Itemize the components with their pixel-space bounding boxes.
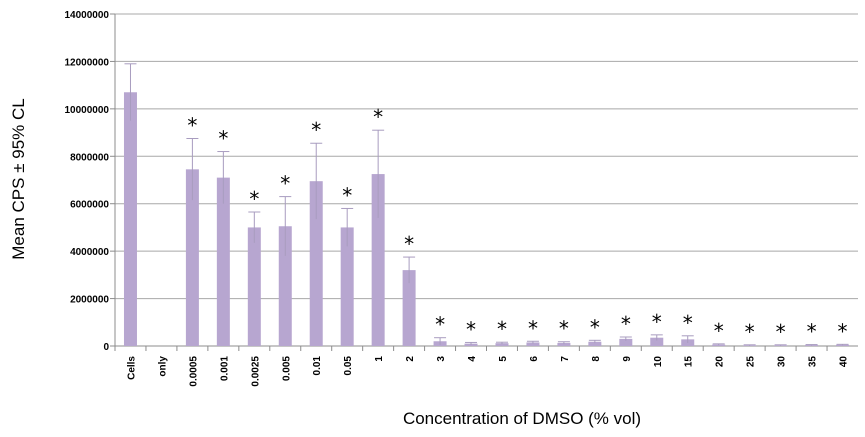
x-tick-label: 35	[808, 356, 819, 368]
x-tick-label: 15	[684, 356, 695, 368]
significance-star: *	[683, 311, 693, 335]
bar	[371, 174, 385, 346]
bar	[185, 169, 199, 346]
bar	[557, 342, 571, 346]
y-axis-label: Mean CPS ± 95% CL	[9, 98, 28, 259]
significance-star: *	[590, 315, 600, 339]
x-tick-label: 20	[715, 356, 726, 368]
x-tick-label: 0.001	[219, 356, 230, 381]
significance-star: *	[652, 310, 662, 334]
x-tick-label: 25	[746, 356, 757, 368]
significance-star: *	[776, 320, 786, 344]
significance-star: *	[280, 172, 290, 196]
bar	[836, 344, 850, 346]
x-tick-label: 30	[777, 356, 788, 368]
y-tick-label: 2000000	[70, 295, 109, 306]
significance-star: *	[342, 183, 352, 207]
y-tick-label: 6000000	[70, 200, 109, 211]
x-tick-label: 5	[498, 356, 509, 362]
x-tick-label: 7	[560, 356, 571, 362]
y-tick-label: 8000000	[70, 152, 109, 163]
bar	[216, 177, 230, 346]
bar	[619, 338, 633, 346]
bar	[309, 181, 323, 346]
x-tick-label: 3	[436, 356, 447, 362]
bar	[402, 270, 416, 346]
significance-star: *	[187, 114, 197, 138]
bar	[650, 337, 664, 346]
gridlines	[115, 13, 858, 300]
bar	[340, 227, 354, 346]
significance-markers: * * * * * * * * * * * * * * * * * * * * * *	[187, 105, 847, 344]
bar	[526, 342, 540, 346]
x-tick-label: Cells	[126, 356, 137, 380]
bar	[588, 341, 602, 346]
significance-star: *	[559, 317, 569, 341]
significance-star: *	[807, 320, 817, 344]
x-tick-label: 6	[529, 356, 540, 362]
x-axis-label: Concentration of DMSO (% vol)	[403, 409, 641, 428]
x-tick-label: 4	[467, 356, 478, 362]
significance-star: *	[249, 187, 259, 211]
significance-star: *	[404, 232, 414, 256]
x-tick-label: 9	[622, 356, 633, 362]
x-tick-label: 0.0005	[188, 356, 199, 387]
error-bars	[124, 63, 849, 346]
x-tick-labels: Cells only 0.0005 0.001 0.0025 0.005 0.01 0.05 1…	[126, 356, 849, 387]
bar	[278, 226, 292, 346]
axes	[110, 13, 858, 351]
x-tick-label: 1	[374, 356, 385, 362]
significance-star: *	[466, 317, 476, 341]
y-tick-label: 4000000	[70, 247, 109, 258]
significance-star: *	[745, 320, 755, 344]
significance-star: *	[528, 316, 538, 340]
x-tick-label: 40	[839, 356, 850, 368]
significance-star: *	[435, 313, 445, 337]
bars	[123, 92, 850, 346]
x-tick-label: 10	[653, 356, 664, 368]
significance-star: *	[621, 312, 631, 336]
x-tick-label: 0.05	[343, 356, 354, 376]
bar	[247, 227, 261, 346]
x-tick-label: 0.005	[281, 356, 292, 381]
y-tick-label: 10000000	[65, 105, 110, 116]
significance-star: *	[311, 118, 321, 142]
significance-star: *	[218, 127, 228, 151]
significance-star: *	[714, 319, 724, 343]
y-tick-label: 14000000	[65, 10, 110, 21]
x-tick-label: 0.01	[312, 356, 323, 376]
x-tick-label: 0.0025	[250, 356, 261, 387]
x-tick-label: 8	[591, 356, 602, 362]
significance-star: *	[497, 317, 507, 341]
significance-star: *	[838, 319, 848, 343]
y-tick-labels: 0 2000000 4000000 6000000 8000000 10000000 120…	[65, 10, 110, 353]
bar	[495, 343, 509, 346]
x-tick-label: only	[157, 356, 168, 377]
bar	[123, 92, 137, 346]
y-tick-label: 12000000	[65, 57, 110, 68]
significance-star: *	[373, 105, 383, 129]
x-tick-label: 2	[405, 356, 416, 362]
y-tick-label: 0	[103, 342, 109, 353]
